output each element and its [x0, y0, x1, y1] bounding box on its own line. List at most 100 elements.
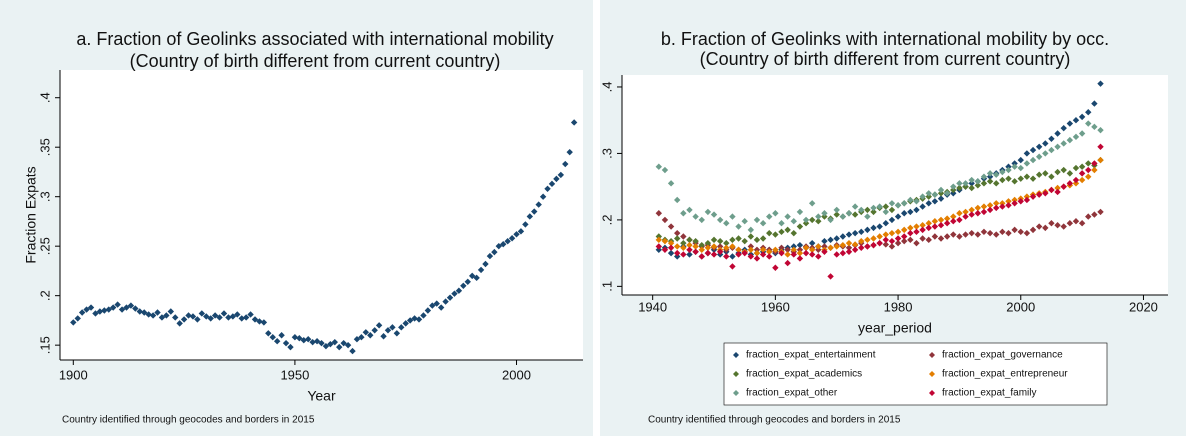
point	[287, 343, 294, 351]
point	[83, 306, 90, 313]
point	[331, 338, 338, 346]
point	[845, 231, 853, 238]
point	[473, 274, 480, 282]
point	[723, 253, 730, 260]
point	[851, 241, 859, 248]
point	[291, 334, 299, 341]
point	[821, 248, 828, 255]
point	[962, 231, 969, 238]
point	[851, 203, 859, 210]
point	[667, 223, 675, 230]
point	[931, 218, 939, 225]
point	[539, 193, 547, 200]
point	[913, 206, 920, 214]
point	[1005, 166, 1012, 174]
point	[1054, 184, 1061, 192]
point	[674, 249, 681, 257]
point	[925, 193, 932, 200]
point	[1023, 193, 1031, 200]
point	[937, 222, 945, 229]
point	[265, 330, 272, 337]
point	[808, 251, 816, 258]
point	[753, 249, 761, 257]
point	[833, 206, 840, 214]
point	[704, 208, 712, 216]
point	[956, 216, 963, 224]
point	[894, 228, 902, 236]
point	[1066, 120, 1074, 127]
point	[790, 243, 797, 250]
point	[1035, 191, 1043, 198]
point	[716, 216, 724, 224]
point	[517, 228, 525, 235]
point	[92, 310, 99, 317]
point	[661, 216, 669, 224]
point	[974, 210, 982, 217]
point	[802, 220, 810, 227]
point	[446, 294, 454, 301]
point	[674, 196, 681, 204]
point	[925, 224, 932, 232]
point	[845, 248, 853, 255]
point	[943, 220, 951, 227]
point	[741, 218, 748, 225]
point	[808, 200, 816, 207]
point	[1035, 143, 1043, 150]
point	[1005, 175, 1012, 182]
point	[260, 319, 268, 326]
point	[882, 203, 889, 210]
point	[980, 180, 988, 187]
point	[1085, 109, 1092, 116]
point	[980, 203, 988, 210]
point	[943, 215, 951, 222]
point	[710, 211, 718, 218]
point	[336, 343, 343, 351]
point	[962, 180, 969, 187]
point	[1042, 170, 1049, 177]
point	[716, 237, 724, 245]
chart-subtitle: (Country of birth different from current…	[130, 51, 501, 71]
point	[937, 190, 945, 197]
point	[796, 208, 804, 216]
point	[692, 248, 699, 255]
point	[1023, 196, 1031, 204]
point	[937, 186, 945, 194]
point	[1048, 173, 1055, 180]
point	[993, 231, 1000, 238]
point	[655, 246, 663, 254]
x-tick-label: 1950	[280, 367, 309, 382]
point	[562, 160, 569, 168]
point	[925, 220, 932, 227]
footnote: Country identified through geocodes and …	[62, 415, 315, 426]
point	[716, 248, 724, 255]
legend-label: fraction_expat_entertainment	[746, 350, 876, 361]
point	[815, 243, 822, 250]
point	[870, 224, 877, 232]
point	[661, 237, 669, 245]
point	[1023, 150, 1031, 157]
point	[1060, 223, 1067, 230]
point	[305, 336, 312, 343]
point	[747, 243, 755, 250]
point	[127, 302, 135, 309]
x-tick-label: 1900	[59, 367, 88, 382]
legend-marker	[733, 390, 739, 396]
point	[919, 193, 926, 200]
point	[815, 213, 822, 220]
point	[968, 206, 975, 214]
point	[362, 329, 370, 336]
point	[931, 233, 939, 240]
point	[327, 340, 334, 348]
point	[864, 226, 871, 234]
point	[974, 178, 982, 185]
point	[943, 233, 951, 240]
point	[753, 236, 761, 244]
point	[876, 223, 883, 230]
point	[1060, 140, 1067, 147]
point	[999, 228, 1006, 236]
point	[907, 236, 914, 244]
point	[968, 229, 975, 237]
legend-label: fraction_expat_family	[942, 388, 1037, 399]
point	[778, 220, 785, 227]
y-tick-label: .4	[599, 82, 614, 93]
